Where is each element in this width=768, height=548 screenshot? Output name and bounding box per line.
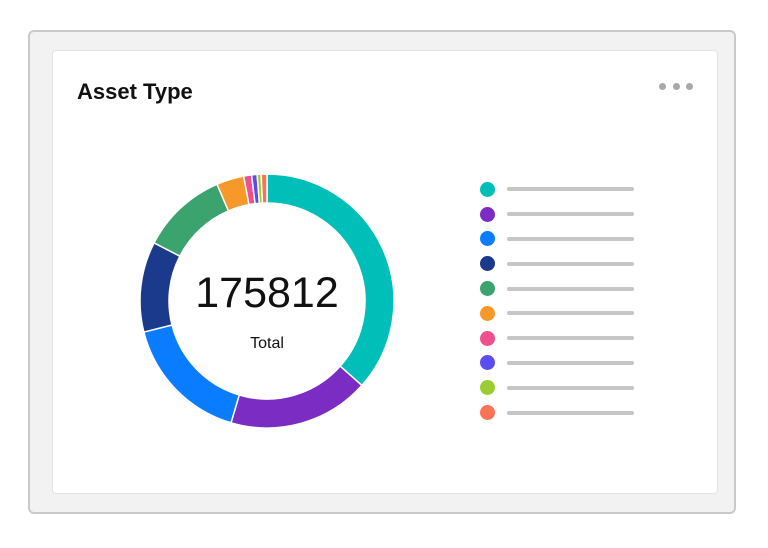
legend-label-placeholder [507, 410, 634, 415]
legend-item-8[interactable] [480, 351, 634, 376]
more-horizontal-icon [686, 82, 693, 90]
legend-label-placeholder [507, 311, 634, 316]
more-options-button[interactable] [659, 79, 693, 93]
legend-swatch [480, 256, 495, 272]
legend-swatch [480, 181, 495, 197]
legend-label-placeholder [507, 261, 634, 266]
chart-legend [480, 177, 634, 425]
legend-label-placeholder [507, 336, 634, 341]
more-horizontal-icon [659, 82, 666, 90]
legend-item-6[interactable] [480, 301, 634, 326]
donut-slice-2[interactable] [230, 365, 363, 429]
legend-swatch [480, 330, 495, 346]
app-frame: Asset Type 175812 Total [28, 30, 736, 514]
legend-label-placeholder [507, 286, 634, 291]
asset-type-card: Asset Type 175812 Total [52, 50, 718, 494]
donut-total-label: Total [250, 335, 284, 352]
donut-slice-3[interactable] [142, 324, 241, 424]
more-horizontal-icon [672, 82, 680, 90]
donut-total-value: 175812 [195, 269, 339, 317]
legend-item-7[interactable] [480, 326, 634, 351]
legend-label-placeholder [507, 236, 634, 241]
legend-item-10[interactable] [480, 400, 634, 425]
legend-item-1[interactable] [480, 177, 634, 202]
legend-item-5[interactable] [480, 276, 634, 301]
legend-label-placeholder [507, 385, 634, 390]
donut-slice-5[interactable] [153, 183, 230, 258]
legend-label-placeholder [507, 360, 634, 365]
legend-item-9[interactable] [480, 375, 634, 400]
legend-swatch [480, 355, 495, 371]
legend-item-3[interactable] [480, 227, 634, 252]
legend-swatch [480, 405, 495, 421]
asset-type-donut-chart: 175812 Total [139, 173, 395, 429]
legend-label-placeholder [507, 187, 634, 192]
legend-item-4[interactable] [480, 251, 634, 276]
legend-item-2[interactable] [480, 202, 634, 227]
legend-swatch [480, 231, 495, 247]
legend-swatch [480, 380, 495, 396]
donut-slice-4[interactable] [139, 241, 181, 333]
card-title: Asset Type [77, 79, 193, 104]
legend-swatch [480, 305, 495, 321]
legend-swatch [480, 206, 495, 222]
legend-swatch [480, 281, 495, 297]
legend-label-placeholder [507, 212, 634, 217]
donut-slice-10[interactable] [260, 173, 268, 204]
